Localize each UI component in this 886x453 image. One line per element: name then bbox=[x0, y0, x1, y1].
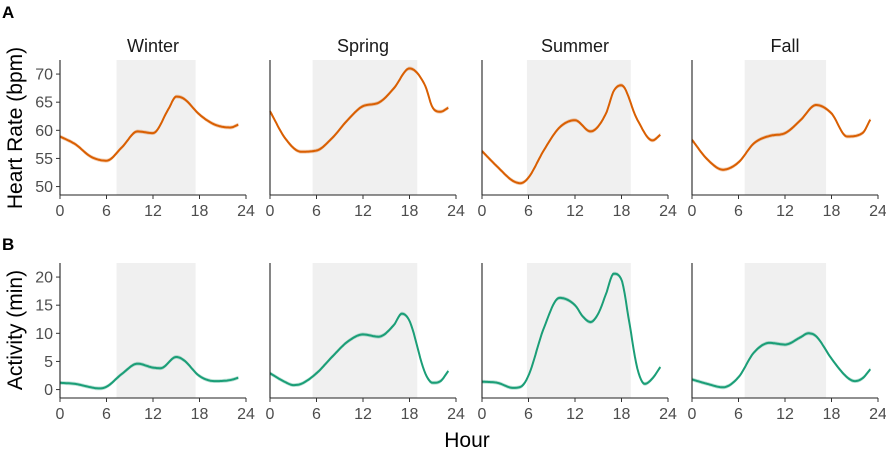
daylight-shade-band bbox=[744, 60, 827, 195]
x-tick-label: 24 bbox=[237, 203, 255, 220]
x-tick-label: 18 bbox=[613, 406, 631, 423]
confidence-band bbox=[692, 331, 871, 390]
series-line-winter bbox=[59, 356, 239, 390]
x-tick-label: 12 bbox=[354, 203, 372, 220]
x-tick-label: 24 bbox=[447, 406, 465, 423]
daylight-shade-band bbox=[312, 60, 418, 195]
x-tick-label: 18 bbox=[823, 406, 841, 423]
facet-winter-panel-a: Winter 0 6 12 18 24 50 55 60 65 70 bbox=[35, 36, 255, 220]
y-tick-label: 50 bbox=[35, 179, 53, 196]
x-tick-label: 6 bbox=[734, 203, 743, 220]
facet-title-fall: Fall bbox=[770, 36, 799, 56]
x-tick-label: 18 bbox=[401, 203, 419, 220]
y-tick-label: 15 bbox=[35, 298, 53, 315]
series-line-summer bbox=[481, 272, 662, 389]
facet-fall-panel-b: 0 6 12 18 24 bbox=[688, 263, 886, 423]
y-tick-label: 10 bbox=[35, 326, 53, 343]
y-tick-label: 20 bbox=[35, 270, 53, 287]
series-line-spring bbox=[269, 67, 449, 153]
x-tick-label: 0 bbox=[688, 203, 697, 220]
x-axis-label: Hour bbox=[444, 429, 490, 452]
panel-label-a: A bbox=[2, 3, 14, 22]
x-tick-label: 24 bbox=[237, 406, 255, 423]
daylight-shade-band bbox=[312, 263, 418, 398]
x-tick-label: 0 bbox=[478, 203, 487, 220]
x-tick-label: 0 bbox=[688, 406, 697, 423]
series-line-fall bbox=[691, 332, 872, 389]
x-tick-label: 12 bbox=[354, 406, 372, 423]
facet-title-summer: Summer bbox=[541, 36, 609, 56]
x-tick-label: 6 bbox=[734, 406, 743, 423]
x-tick-label: 12 bbox=[776, 406, 794, 423]
facet-title-spring: Spring bbox=[337, 36, 389, 56]
x-tick-label: 0 bbox=[266, 406, 275, 423]
facet-summer-panel-b: 0 6 12 18 24 bbox=[478, 263, 677, 423]
facet-spring-panel-a: Spring 0 6 12 18 24 bbox=[266, 36, 465, 220]
activity-y-axis-label: Activity (min) bbox=[4, 270, 27, 390]
daylight-shade-band bbox=[116, 60, 196, 195]
x-tick-label: 6 bbox=[102, 406, 111, 423]
y-tick-label: 60 bbox=[35, 123, 53, 140]
x-tick-label: 6 bbox=[524, 406, 533, 423]
x-tick-label: 24 bbox=[869, 406, 886, 423]
series-line-spring bbox=[269, 312, 450, 387]
x-tick-label: 18 bbox=[613, 203, 631, 220]
x-tick-label: 18 bbox=[823, 203, 841, 220]
facet-winter-panel-b: 0 6 12 18 24 0 5 10 15 20 bbox=[35, 263, 255, 423]
x-tick-label: 6 bbox=[524, 203, 533, 220]
panel-label-b: B bbox=[2, 235, 14, 254]
daylight-shade-band bbox=[116, 263, 196, 398]
x-tick-label: 12 bbox=[566, 203, 584, 220]
x-tick-label: 24 bbox=[659, 203, 677, 220]
x-tick-label: 12 bbox=[144, 203, 162, 220]
facet-fall-panel-a: Fall 0 6 12 18 24 bbox=[688, 36, 886, 220]
y-tick-label: 0 bbox=[44, 382, 53, 399]
x-tick-label: 24 bbox=[659, 406, 677, 423]
x-tick-label: 6 bbox=[312, 203, 321, 220]
x-tick-label: 24 bbox=[869, 203, 886, 220]
series-line-winter bbox=[59, 95, 239, 162]
facet-spring-panel-b: 0 6 12 18 24 bbox=[266, 263, 465, 423]
x-tick-label: 18 bbox=[191, 203, 209, 220]
facet-title-winter: Winter bbox=[127, 36, 179, 56]
facet-summer-panel-a: Summer 0 6 12 18 24 bbox=[478, 36, 677, 220]
heart-rate-y-axis-label: Heart Rate (bpm) bbox=[4, 47, 27, 209]
x-tick-label: 24 bbox=[447, 203, 465, 220]
x-tick-label: 0 bbox=[56, 406, 65, 423]
x-tick-label: 6 bbox=[312, 406, 321, 423]
y-tick-label: 70 bbox=[35, 67, 53, 84]
daylight-shade-band bbox=[526, 263, 631, 398]
x-tick-label: 0 bbox=[478, 406, 487, 423]
y-tick-label: 55 bbox=[35, 151, 53, 168]
series-line-summer bbox=[481, 84, 661, 185]
confidence-band bbox=[270, 66, 449, 154]
x-tick-label: 0 bbox=[56, 203, 65, 220]
x-tick-label: 12 bbox=[566, 406, 584, 423]
x-tick-label: 0 bbox=[266, 203, 275, 220]
x-tick-label: 12 bbox=[776, 203, 794, 220]
y-tick-label: 65 bbox=[35, 95, 53, 112]
x-tick-label: 18 bbox=[191, 406, 209, 423]
y-tick-label: 5 bbox=[44, 354, 53, 371]
daylight-shade-band bbox=[744, 263, 827, 398]
x-tick-label: 18 bbox=[401, 406, 419, 423]
daylight-shade-band bbox=[526, 60, 631, 195]
x-tick-label: 12 bbox=[144, 406, 162, 423]
x-tick-label: 6 bbox=[102, 203, 111, 220]
series-line-fall bbox=[691, 104, 872, 171]
